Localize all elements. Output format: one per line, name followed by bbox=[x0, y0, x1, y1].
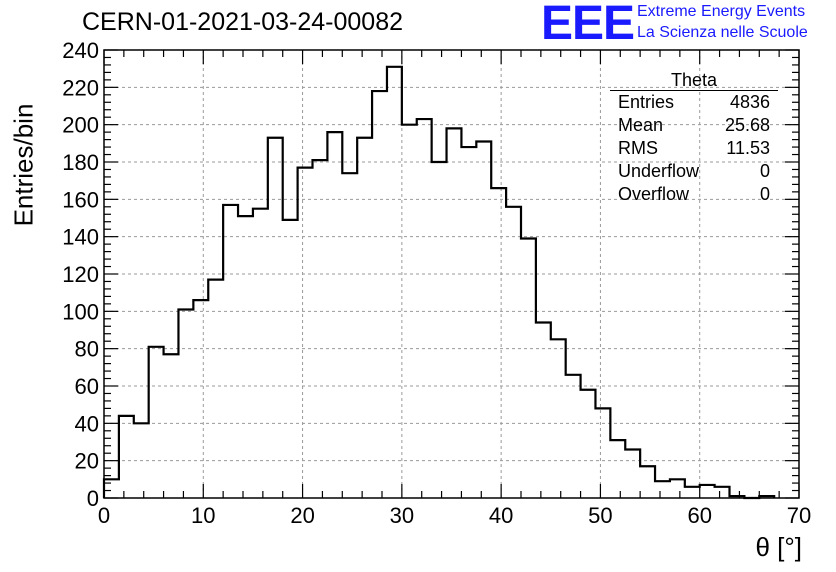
x-tick-label: 30 bbox=[390, 503, 414, 528]
histogram-bin bbox=[149, 347, 164, 498]
histogram-bin bbox=[342, 173, 357, 498]
y-tick-label: 240 bbox=[62, 38, 99, 63]
histogram-bin bbox=[164, 354, 179, 498]
histogram-bin bbox=[238, 216, 253, 498]
stats-value: 0 bbox=[759, 161, 770, 181]
stats-box: Theta Entries 4836 Mean 25.68 RMS 11.53 … bbox=[610, 70, 778, 206]
histogram-bin bbox=[521, 239, 536, 498]
y-tick-label: 40 bbox=[75, 411, 99, 436]
histogram-bin bbox=[253, 209, 268, 498]
histogram-bin bbox=[715, 487, 730, 498]
histogram-bin bbox=[640, 466, 655, 498]
y-tick-label: 200 bbox=[62, 113, 99, 138]
stats-title: Theta bbox=[610, 70, 778, 91]
histogram-bin bbox=[506, 207, 521, 498]
stats-row-entries: Entries 4836 bbox=[610, 91, 778, 114]
y-tick-label: 160 bbox=[62, 187, 99, 212]
histogram-bin bbox=[104, 479, 119, 498]
histogram-bin bbox=[208, 280, 223, 498]
y-axis-title: Entries/bin bbox=[6, 104, 42, 227]
stats-label: Overflow bbox=[618, 184, 690, 204]
y-tick-label: 120 bbox=[62, 262, 99, 287]
histogram-bin bbox=[655, 481, 670, 498]
stats-row-mean: Mean 25.68 bbox=[610, 114, 778, 137]
histogram-bin bbox=[566, 375, 581, 498]
y-tick-label: 220 bbox=[62, 75, 99, 100]
histogram-bin bbox=[268, 138, 283, 498]
histogram-bin bbox=[223, 205, 238, 498]
stats-value: 0 bbox=[759, 184, 770, 204]
stats-value: 25.68 bbox=[724, 115, 770, 135]
histogram-bin bbox=[298, 168, 313, 498]
histogram-bin bbox=[417, 119, 432, 498]
stats-row-underflow: Underflow 0 bbox=[610, 160, 778, 183]
logo-line-2: La Scienza nelle Scuole bbox=[637, 24, 808, 41]
stats-label: RMS bbox=[618, 138, 658, 158]
histogram-bin bbox=[491, 188, 506, 498]
x-tick-label: 50 bbox=[588, 503, 612, 528]
histogram-bin bbox=[595, 408, 610, 498]
histogram-bin bbox=[476, 141, 491, 498]
histogram-bin bbox=[625, 449, 640, 498]
y-tick-label: 100 bbox=[62, 299, 99, 324]
histogram-series bbox=[102, 65, 776, 500]
y-tick-label: 20 bbox=[75, 449, 99, 474]
histogram-bin bbox=[327, 132, 342, 498]
y-axis-label: Entries/bin bbox=[8, 103, 39, 227]
y-tick-label: 180 bbox=[62, 150, 99, 175]
chart-title: CERN-01-2021-03-24-00082 bbox=[82, 8, 404, 36]
axis-ticks bbox=[103, 49, 800, 499]
y-tick-label: 60 bbox=[75, 374, 99, 399]
histogram-bin bbox=[119, 416, 134, 498]
stats-value: 11.53 bbox=[726, 138, 770, 158]
grid-lines bbox=[104, 50, 799, 498]
histogram-bin bbox=[432, 162, 447, 498]
histogram-bin bbox=[357, 138, 372, 498]
stats-value: 4836 bbox=[729, 92, 770, 112]
histogram-bin bbox=[178, 309, 193, 498]
eee-logo: EEE bbox=[541, 0, 635, 50]
histogram-bin bbox=[193, 300, 208, 498]
histogram-bin bbox=[387, 67, 402, 498]
x-tick-label: 20 bbox=[290, 503, 314, 528]
x-tick-label: 0 bbox=[98, 503, 110, 528]
x-axis-label: θ [°] bbox=[755, 532, 802, 562]
stats-row-overflow: Overflow 0 bbox=[610, 183, 778, 206]
histogram-bin bbox=[551, 339, 566, 498]
histogram-bin bbox=[283, 220, 298, 498]
stats-label: Mean bbox=[618, 115, 664, 135]
y-tick-label: 140 bbox=[62, 225, 99, 250]
histogram-bin bbox=[447, 128, 462, 498]
stats-row-rms: RMS 11.53 bbox=[610, 137, 778, 160]
histogram-bin bbox=[670, 479, 685, 498]
histogram-bin bbox=[700, 485, 715, 498]
histogram-bin bbox=[461, 147, 476, 498]
x-tick-label: 70 bbox=[787, 503, 811, 528]
histogram-bin bbox=[313, 160, 328, 498]
stats-label: Underflow bbox=[618, 161, 700, 181]
y-tick-label: 80 bbox=[75, 337, 99, 362]
histogram-bin bbox=[685, 487, 700, 498]
logo-line-1: Extreme Energy Events bbox=[637, 3, 806, 20]
y-tick-label: 0 bbox=[87, 486, 99, 511]
histogram-bin bbox=[372, 91, 387, 498]
x-tick-label: 10 bbox=[191, 503, 215, 528]
histogram-bin bbox=[581, 390, 596, 498]
tick-labels: 0 10 20 30 40 50 60 70 0 20 40 60 80 100 120 140 160 180 2… bbox=[62, 38, 811, 528]
x-tick-label: 60 bbox=[687, 503, 711, 528]
x-tick-label: 40 bbox=[489, 503, 513, 528]
histogram-outline bbox=[102, 65, 776, 500]
histogram-bin bbox=[610, 440, 625, 498]
stats-label: Entries bbox=[618, 92, 675, 112]
